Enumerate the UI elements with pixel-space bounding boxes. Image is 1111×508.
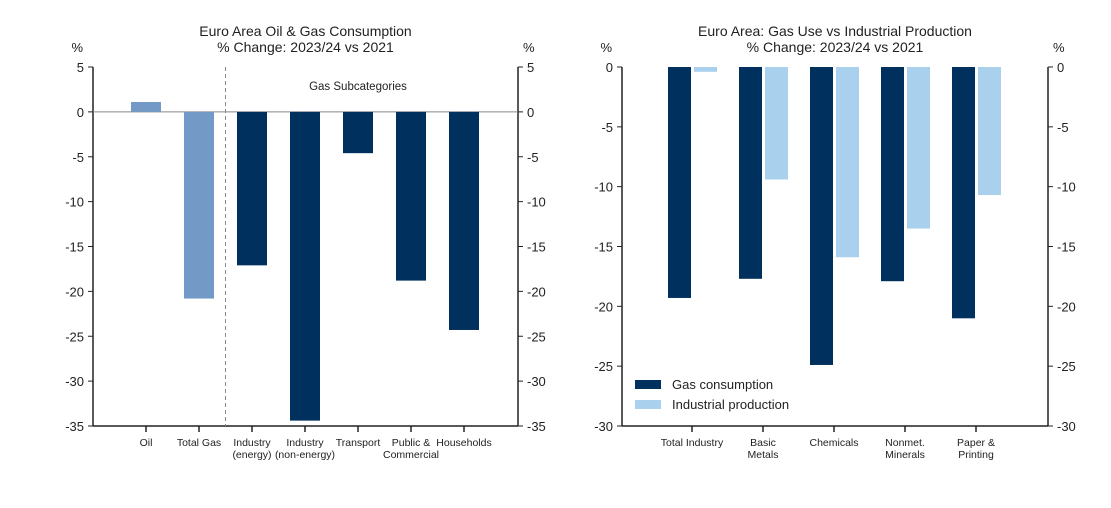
y-tick-label-left: -30 xyxy=(65,374,84,389)
x-tick-label: Basic xyxy=(750,437,776,449)
y-tick-label-left: -10 xyxy=(594,180,613,195)
y-tick-label-left: -25 xyxy=(594,359,613,374)
bar-industrial-production xyxy=(836,67,859,258)
y-tick-label-right: -30 xyxy=(1057,419,1076,434)
y-tick-label-left: -15 xyxy=(65,240,84,255)
y-tick-label-right: -10 xyxy=(527,195,546,210)
y-tick-label-left: 0 xyxy=(606,60,613,75)
bar-total-gas xyxy=(184,111,214,299)
bar-transport xyxy=(343,111,373,154)
y-tick-label-right: 0 xyxy=(527,105,534,120)
x-tick-label: Households xyxy=(436,437,491,449)
bar-oil xyxy=(131,102,161,112)
y-tick-label-left: -20 xyxy=(65,284,84,299)
y-axis-label-left: % xyxy=(600,40,612,55)
y-tick-label-right: -25 xyxy=(1057,359,1076,374)
x-tick-label: Chemicals xyxy=(809,437,858,449)
y-tick-label-left: -10 xyxy=(65,195,84,210)
y-tick-label-right: -25 xyxy=(527,329,546,344)
x-tick-label: Total Industry xyxy=(661,437,724,449)
x-tick-label: Oil xyxy=(140,437,153,449)
legend-label: Industrial production xyxy=(672,397,789,412)
bar-public-commercial xyxy=(396,111,426,281)
y-tick-label-right: -15 xyxy=(1057,240,1076,255)
bar-industry-energy- xyxy=(237,111,267,266)
x-tick-label: Public & xyxy=(392,437,431,449)
y-tick-label-left: -5 xyxy=(72,150,84,165)
y-tick-label-left: -5 xyxy=(601,120,613,135)
y-axis-label-left: % xyxy=(71,40,83,55)
legend-label: Gas consumption xyxy=(672,377,773,392)
chart-subtitle: % Change: 2023/24 vs 2021 xyxy=(217,39,394,55)
y-tick-label-left: -25 xyxy=(65,329,84,344)
x-tick-label: Metals xyxy=(748,449,779,461)
y-tick-label-right: -5 xyxy=(527,150,539,165)
bar-gas-consumption xyxy=(952,67,975,319)
x-tick-label: Transport xyxy=(336,437,381,449)
chart-subtitle: % Change: 2023/24 vs 2021 xyxy=(747,39,924,55)
y-tick-label-right: -20 xyxy=(527,284,546,299)
y-tick-label-right: -30 xyxy=(527,374,546,389)
y-tick-label-right: -10 xyxy=(1057,180,1076,195)
y-tick-label-right: 5 xyxy=(527,60,534,75)
y-tick-label-left: -35 xyxy=(65,419,84,434)
x-tick-label: Printing xyxy=(958,449,994,461)
bar-gas-consumption xyxy=(810,67,833,365)
y-tick-label-left: -20 xyxy=(594,299,613,314)
x-tick-label: Paper & xyxy=(957,437,995,449)
y-tick-label-right: 0 xyxy=(1057,60,1064,75)
y-tick-label-left: 5 xyxy=(77,60,84,75)
x-tick-label: Minerals xyxy=(885,449,925,461)
bar-industrial-production xyxy=(694,67,717,72)
y-tick-label-right: -15 xyxy=(527,240,546,255)
x-tick-label: Industry xyxy=(286,437,324,449)
x-tick-label: Total Gas xyxy=(177,437,221,449)
bar-industry-non-energy- xyxy=(290,111,320,421)
y-tick-label-left: 0 xyxy=(77,105,84,120)
gas-subcategories-annotation: Gas Subcategories xyxy=(309,81,407,93)
bar-industrial-production xyxy=(907,67,930,229)
chart-title: Euro Area Oil & Gas Consumption xyxy=(199,23,411,39)
x-tick-label: (non-energy) xyxy=(275,449,335,461)
x-tick-label: (energy) xyxy=(232,449,271,461)
y-tick-label-left: -30 xyxy=(594,419,613,434)
bar-industrial-production xyxy=(978,67,1001,196)
y-tick-label-right: -5 xyxy=(1057,120,1069,135)
y-tick-label-right: -35 xyxy=(527,419,546,434)
x-tick-label: Industry xyxy=(233,437,271,449)
bar-gas-consumption xyxy=(668,67,691,298)
bar-gas-consumption xyxy=(881,67,904,282)
bar-households xyxy=(449,111,479,330)
y-tick-label-right: -20 xyxy=(1057,299,1076,314)
bar-industrial-production xyxy=(765,67,788,180)
y-tick-label-left: -15 xyxy=(594,240,613,255)
y-axis-label-right: % xyxy=(1053,40,1065,55)
legend-swatch xyxy=(635,380,661,389)
bar-gas-consumption xyxy=(739,67,762,279)
x-tick-label: Nonmet. xyxy=(885,437,925,449)
x-tick-label: Commercial xyxy=(383,449,439,461)
y-axis-label-right: % xyxy=(523,40,535,55)
legend-swatch xyxy=(635,400,661,409)
chart-title: Euro Area: Gas Use vs Industrial Product… xyxy=(698,23,972,39)
